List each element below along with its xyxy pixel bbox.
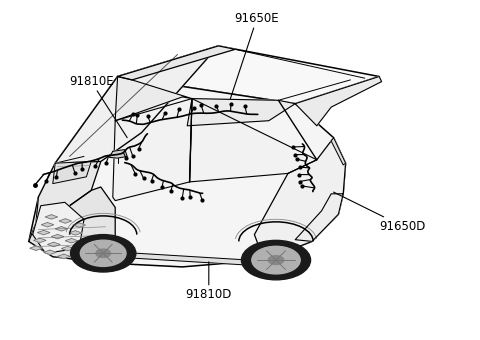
Polygon shape [73, 223, 85, 227]
Polygon shape [295, 194, 343, 241]
Ellipse shape [268, 256, 284, 265]
Polygon shape [33, 202, 84, 253]
Polygon shape [55, 226, 68, 231]
Polygon shape [113, 99, 192, 201]
Polygon shape [331, 138, 346, 165]
Text: 91650E: 91650E [230, 12, 279, 99]
Ellipse shape [241, 240, 311, 280]
Ellipse shape [252, 246, 300, 274]
Polygon shape [118, 46, 379, 104]
Polygon shape [55, 46, 218, 163]
Polygon shape [69, 231, 82, 235]
Polygon shape [37, 231, 50, 235]
Ellipse shape [71, 235, 136, 272]
Polygon shape [34, 238, 46, 243]
Text: 91810E: 91810E [69, 75, 127, 138]
Polygon shape [41, 222, 54, 227]
Polygon shape [45, 215, 58, 219]
Text: 91810D: 91810D [186, 262, 232, 301]
Polygon shape [36, 162, 101, 223]
Polygon shape [61, 246, 74, 251]
Polygon shape [190, 99, 317, 182]
Polygon shape [82, 250, 250, 265]
Polygon shape [254, 138, 346, 260]
Polygon shape [109, 150, 127, 158]
Ellipse shape [80, 240, 126, 267]
Polygon shape [187, 99, 295, 126]
Polygon shape [30, 246, 42, 250]
Polygon shape [118, 46, 235, 80]
Polygon shape [58, 254, 70, 258]
Polygon shape [53, 162, 91, 184]
Polygon shape [115, 76, 192, 121]
Polygon shape [29, 187, 115, 264]
Polygon shape [29, 76, 346, 267]
Text: 91650D: 91650D [334, 192, 426, 233]
Polygon shape [295, 76, 382, 126]
Ellipse shape [96, 249, 110, 257]
Polygon shape [44, 250, 56, 254]
Polygon shape [51, 235, 64, 239]
Polygon shape [65, 239, 78, 243]
Polygon shape [59, 219, 72, 223]
Polygon shape [48, 242, 60, 247]
